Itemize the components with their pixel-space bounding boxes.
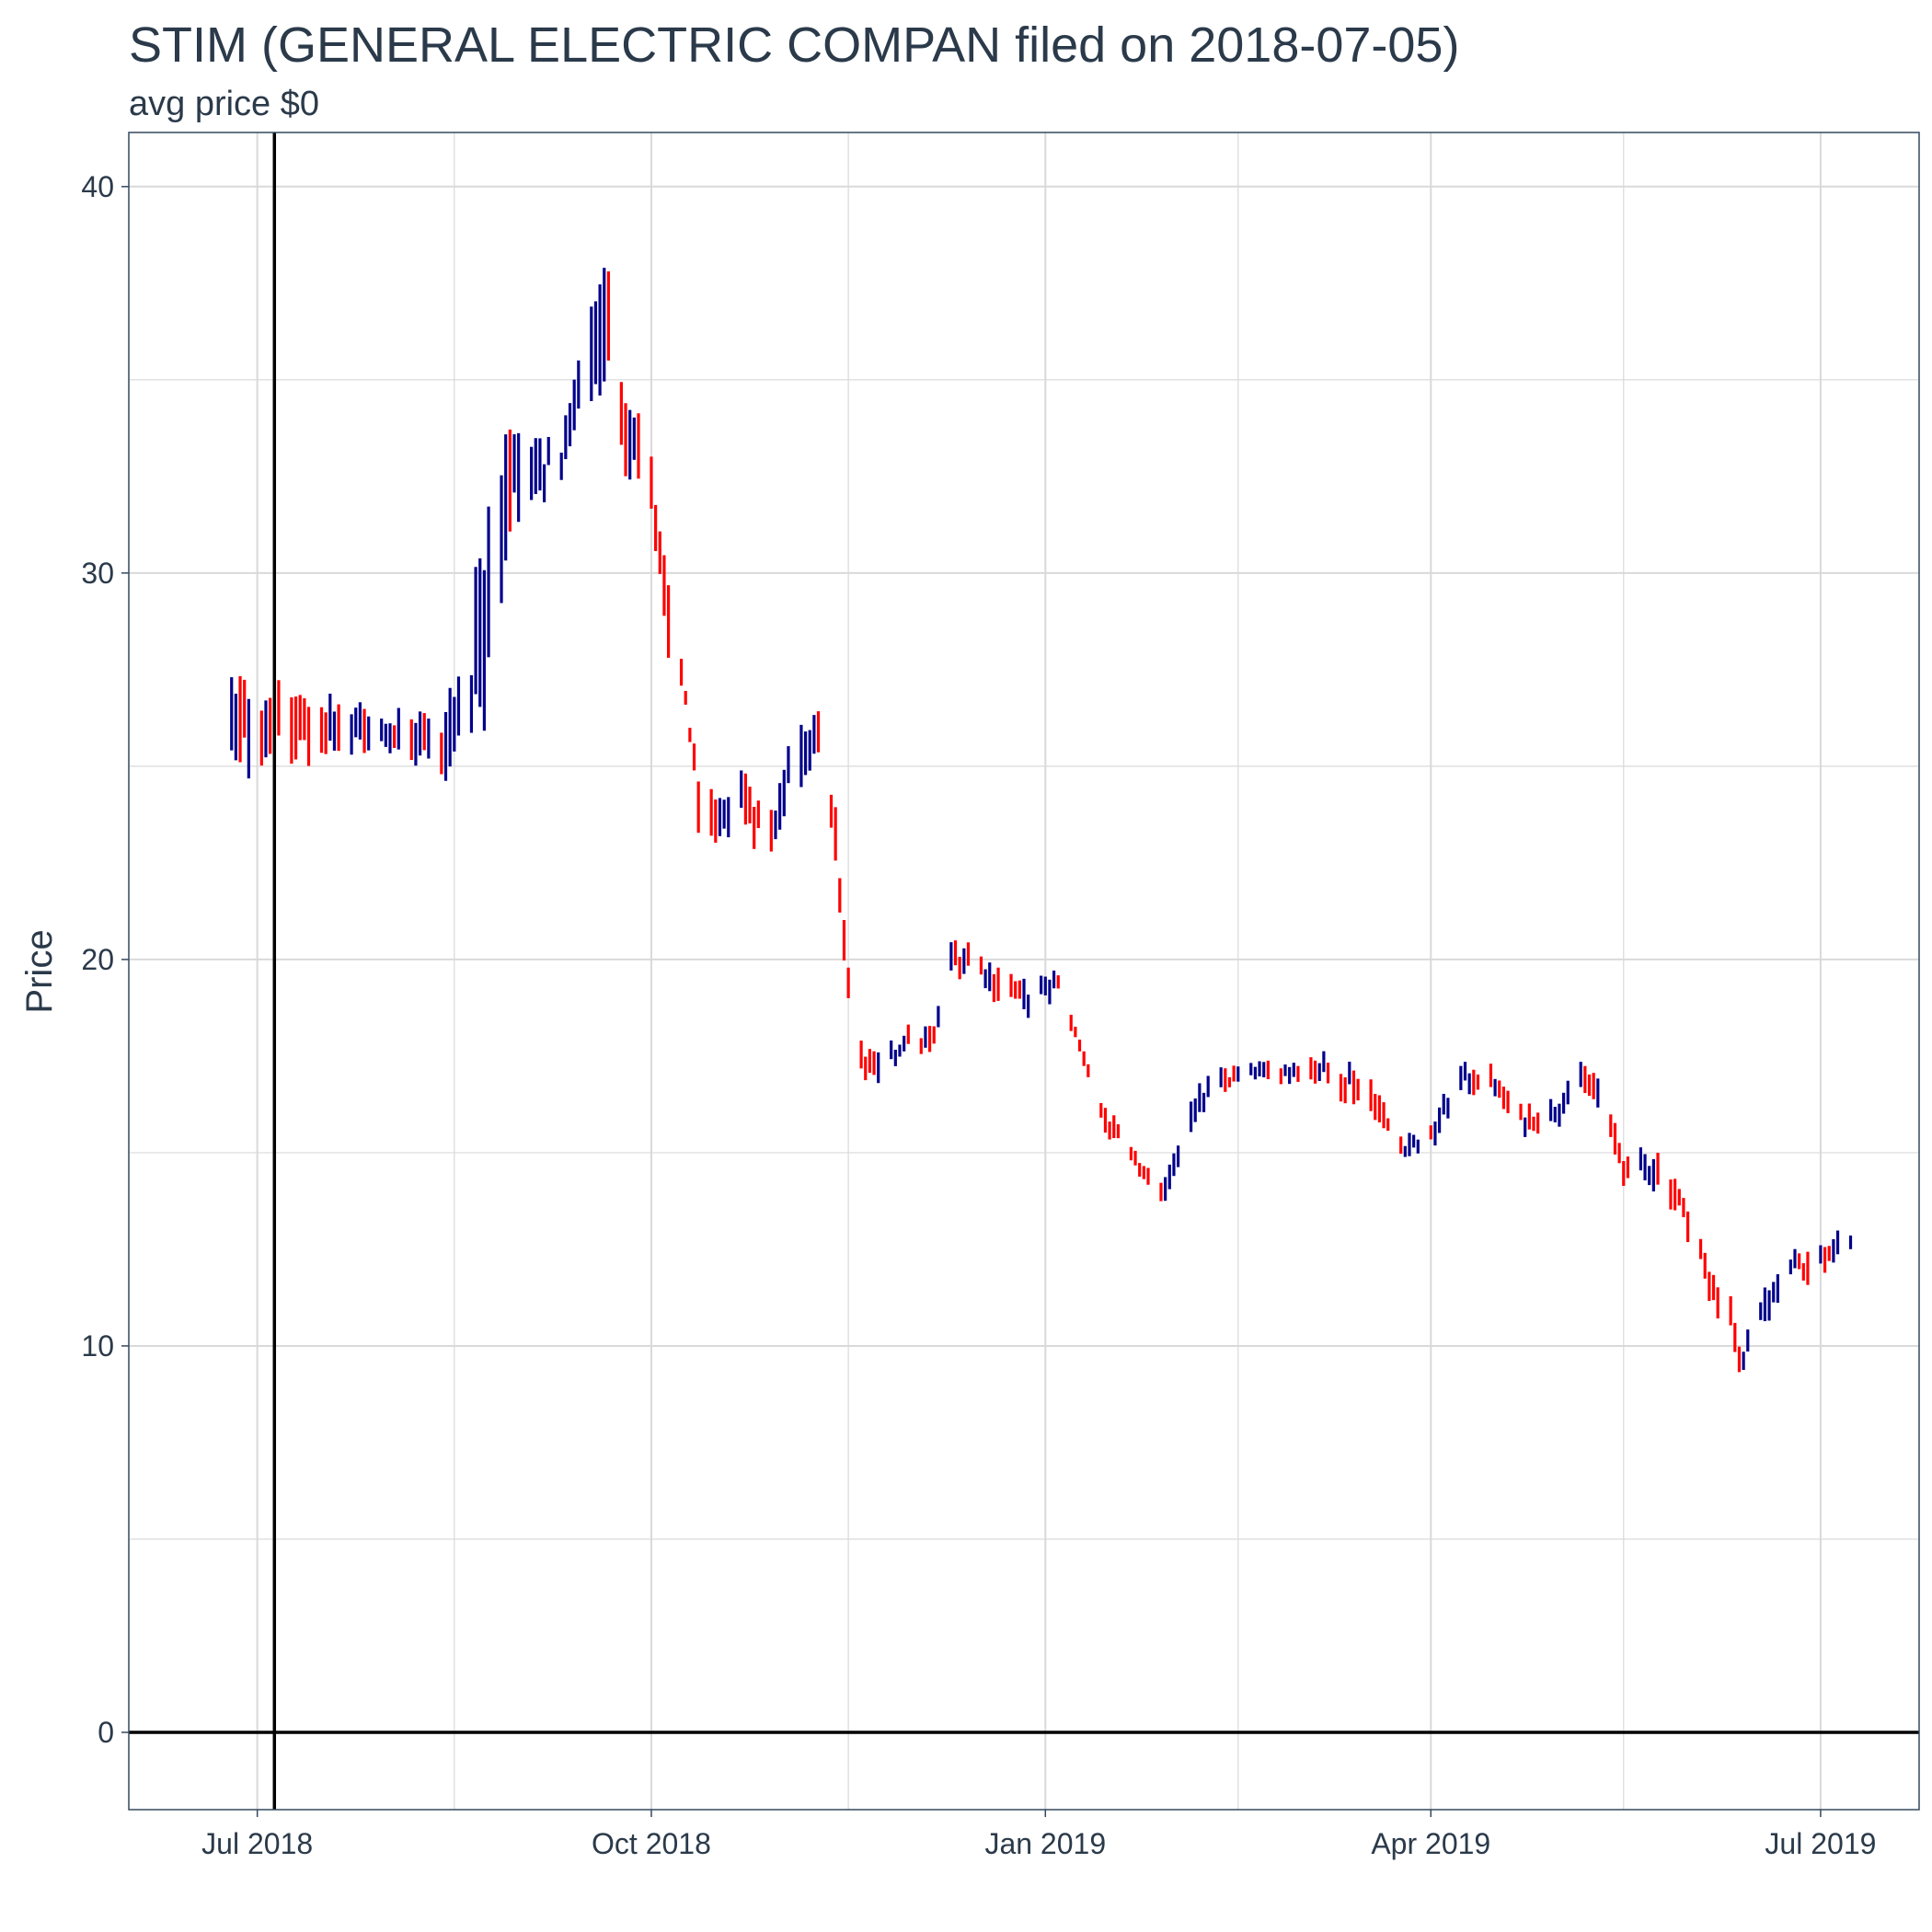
y-tick-label: 40 [81,170,114,203]
plot-border [128,132,1920,1811]
x-tick-label: Apr 2019 [1371,1827,1490,1860]
y-tick-label: 0 [98,1716,114,1749]
minor-gridlines [129,132,1919,1810]
y-tick-label: 10 [81,1329,114,1363]
chart-title: STIM (GENERAL ELECTRIC COMPAN filed on 2… [129,17,1460,73]
plot-background [129,132,1919,1810]
x-tick-label: Jan 2019 [984,1827,1106,1860]
ohlc-bars [230,268,1853,1373]
x-tick-label: Oct 2018 [592,1827,711,1860]
y-axis-ticks: 0 10 20 30 40 [81,170,129,1749]
reference-lines [129,132,1919,1810]
y-axis-title: Price [19,929,60,1013]
x-axis-ticks: Jul 2018 Oct 2018 Jan 2019 Apr 2019 Jul 2019 [201,1810,1876,1860]
chart-subtitle: avg price $0 [129,85,320,123]
y-tick-label: 30 [81,557,114,590]
y-tick-label: 20 [81,943,114,976]
x-tick-label: Jul 2018 [201,1827,313,1860]
x-tick-label: Jul 2019 [1765,1827,1876,1860]
